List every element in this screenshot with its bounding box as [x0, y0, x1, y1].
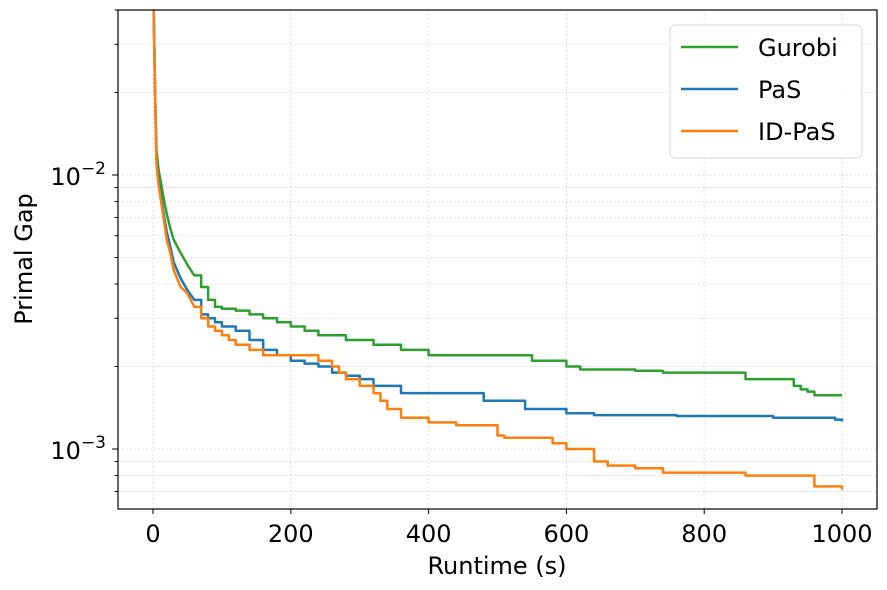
- x-tick-label: 400: [406, 520, 452, 548]
- y-tick-label: 10−2: [50, 159, 106, 191]
- y-tick-label: 10−3: [50, 433, 106, 465]
- series-line-id-pas: [152, 10, 844, 490]
- x-tick-label: 800: [681, 520, 727, 548]
- legend-label-gurobi: Gurobi: [758, 34, 838, 62]
- series-line-gurobi: [152, 10, 842, 397]
- x-axis-title: Runtime (s): [427, 552, 566, 580]
- x-tick-label: 1000: [811, 520, 872, 548]
- x-tick-label: 0: [145, 520, 160, 548]
- legend-item-pas: PaS: [681, 76, 801, 104]
- legend-item-id-pas: ID-PaS: [681, 118, 836, 146]
- x-tick-label: 600: [543, 520, 589, 548]
- y-axis-ticks: 10−2 10−3: [50, 9, 118, 492]
- x-axis-ticks: 0 200 400 600 800 1000: [145, 509, 873, 548]
- legend-label-pas: PaS: [758, 76, 801, 104]
- series-lines: [152, 10, 844, 490]
- x-tick-label: 200: [268, 520, 314, 548]
- legend-box: [669, 24, 863, 159]
- series-line-pas: [152, 10, 844, 422]
- plot-frame: [117, 9, 878, 510]
- y-axis-title: Primal Gap: [10, 193, 38, 325]
- legend-label-id-pas: ID-PaS: [758, 118, 836, 146]
- legend-item-gurobi: Gurobi: [681, 34, 838, 62]
- legend: Gurobi PaS ID-PaS: [669, 24, 863, 159]
